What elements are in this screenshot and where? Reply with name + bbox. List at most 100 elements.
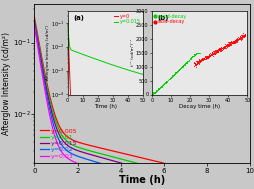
Point: [170, 74, 174, 77]
Point: [205, 56, 209, 59]
Point: [152, 91, 156, 94]
Point: [180, 64, 184, 67]
Point: [162, 81, 166, 84]
Point: [160, 84, 164, 87]
Point: [201, 57, 205, 60]
Point: [229, 41, 233, 44]
Point: [230, 41, 234, 44]
Point: [176, 69, 180, 72]
Point: [237, 35, 241, 38]
Point: [182, 63, 186, 66]
Point: [214, 49, 218, 52]
Point: [186, 59, 190, 62]
Point: [233, 39, 237, 42]
Point: [162, 81, 166, 84]
Point: [196, 60, 200, 63]
Point: [199, 59, 203, 62]
Point: [203, 55, 208, 58]
Point: [195, 51, 199, 54]
Point: [184, 60, 188, 63]
Point: [230, 40, 234, 43]
Point: [219, 49, 223, 52]
y=0.015: [33, 21, 36, 23]
Point: [167, 77, 171, 80]
Point: [158, 86, 162, 89]
Point: [209, 51, 213, 54]
Point: [184, 61, 188, 64]
Point: [213, 51, 217, 54]
Point: [153, 89, 157, 92]
Point: [194, 51, 198, 54]
Point: [222, 45, 226, 48]
Point: [166, 78, 170, 81]
Point: [194, 51, 198, 54]
Point: [163, 81, 167, 84]
Point: [154, 88, 158, 91]
Point: [196, 62, 200, 65]
Point: [196, 60, 200, 63]
Point: [237, 36, 241, 40]
Point: [169, 75, 173, 78]
Point: [192, 63, 196, 66]
Legend: y=0.005, y=0.01, y=0.015, y=0.02, y=0.03: y=0.005, y=0.01, y=0.015, y=0.02, y=0.03: [40, 128, 77, 159]
Point: [239, 38, 243, 41]
Point: [205, 55, 210, 58]
Point: [229, 40, 233, 43]
Point: [235, 37, 239, 40]
Point: [194, 60, 198, 63]
Point: [152, 91, 156, 94]
Point: [170, 74, 174, 77]
Point: [200, 56, 204, 59]
Point: [233, 40, 237, 43]
Point: [198, 60, 202, 63]
Point: [235, 37, 240, 40]
Point: [172, 72, 177, 75]
Point: [187, 58, 191, 61]
Point: [224, 42, 228, 45]
Point: [225, 43, 229, 46]
Point: [199, 58, 203, 61]
Point: [190, 55, 195, 58]
Point: [204, 55, 209, 58]
Point: [230, 42, 234, 45]
Point: [195, 51, 199, 54]
Point: [187, 58, 191, 61]
Point: [212, 49, 216, 52]
Point: [224, 44, 228, 47]
Point: [227, 43, 231, 46]
Point: [161, 83, 165, 86]
Point: [212, 52, 216, 55]
Point: [177, 69, 181, 72]
Point: [208, 53, 212, 56]
y=0.01: [71, 144, 74, 146]
Point: [197, 58, 201, 61]
Point: [151, 91, 155, 94]
Point: [173, 70, 177, 73]
Point: [151, 91, 155, 94]
Point: [219, 49, 223, 52]
Point: [236, 37, 240, 40]
Point: [195, 61, 199, 64]
Point: [179, 66, 183, 69]
Point: [220, 47, 224, 50]
Point: [224, 44, 228, 47]
Point: [191, 54, 195, 57]
Point: [233, 40, 237, 43]
Point: [171, 74, 175, 77]
Point: [221, 45, 225, 48]
Point: [226, 43, 230, 46]
Point: [197, 51, 201, 54]
Point: [165, 80, 169, 83]
Point: [196, 51, 200, 54]
Point: [219, 47, 224, 50]
Point: [207, 55, 211, 58]
Point: [175, 69, 179, 72]
Point: [231, 42, 235, 45]
Point: [225, 43, 229, 46]
Point: [207, 54, 211, 57]
Point: [168, 76, 172, 79]
Point: [195, 60, 199, 64]
Point: [206, 54, 210, 57]
Point: [217, 49, 221, 52]
Point: [192, 61, 196, 64]
